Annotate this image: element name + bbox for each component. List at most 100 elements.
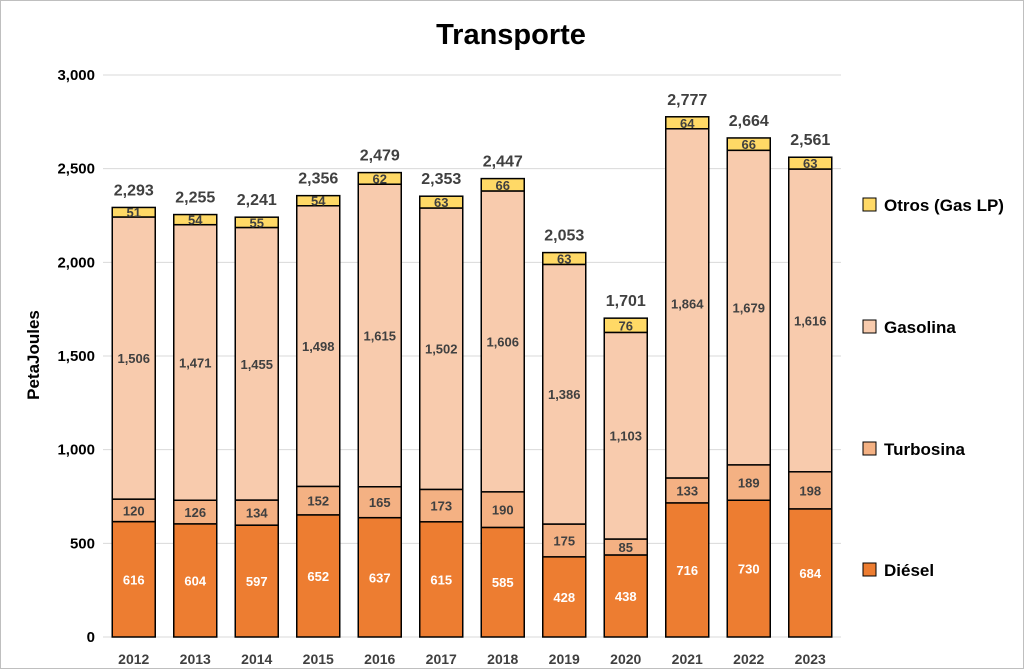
bar-segment [173,523,218,638]
data-label: 66 [496,178,510,193]
x-tick-label: 2012 [118,651,149,667]
data-label: 428 [553,590,575,605]
y-axis-label: PetaJoules [24,310,43,400]
bar-segment [726,137,771,152]
data-label: 652 [307,569,329,584]
y-tick-label: 3,000 [57,67,95,84]
y-tick-label: 1,500 [57,348,95,365]
data-label: 1,679 [732,301,765,316]
bar-segment [480,526,525,638]
data-label: 51 [127,205,141,220]
bar-segment [357,171,402,185]
bar-segment [480,190,525,493]
legend-swatch [862,319,877,334]
legend-label: Otros (Gas LP) [884,196,1004,215]
data-label: 1,606 [486,334,519,349]
total-label: 2,053 [544,228,584,245]
bar-segment [603,331,648,540]
bar-segment [419,488,464,523]
data-label: 76 [619,318,633,333]
bar-segment [296,205,341,488]
data-label: 637 [369,570,391,585]
total-label: 2,356 [298,171,338,188]
bar-segment [296,514,341,638]
bar-segment [111,206,156,218]
total-label: 2,664 [729,113,769,130]
data-label: 597 [246,574,268,589]
total-label: 2,353 [421,171,461,188]
data-label: 66 [742,137,756,152]
data-label: 120 [123,503,145,518]
bar-segment [234,499,279,526]
bar-segment [603,554,648,638]
x-tick-label: 2016 [364,651,395,667]
data-label: 616 [123,572,145,587]
data-label: 198 [799,483,821,498]
data-label: 1,455 [240,357,273,372]
data-label: 1,506 [117,351,150,366]
bar-segment [542,251,587,266]
x-tick-label: 2023 [795,651,826,667]
data-label: 152 [307,494,329,509]
data-label: 173 [430,499,452,514]
data-label: 1,615 [363,328,396,343]
data-label: 55 [250,215,264,230]
bar-segment [357,486,402,519]
bar-segment [234,226,279,501]
total-label: 2,447 [483,154,523,171]
bar-segment [419,207,464,491]
data-label: 54 [311,194,326,209]
data-label: 1,386 [548,387,581,402]
bars: 616 120 1,506 51 2,293 604 126 1,471 54 2,255 597 1… [111,92,833,638]
x-tick-label: 2018 [487,651,518,667]
bar-segment [480,177,525,192]
total-label: 2,561 [790,132,830,149]
chart-title: Transporte [436,19,586,51]
bar-segment [357,183,402,488]
bar-segment [603,317,648,334]
y-tick-label: 0 [87,629,95,646]
data-label: 175 [553,533,575,548]
bar-segment [296,194,341,207]
bar-segment [788,156,833,170]
data-label: 126 [184,505,206,520]
bar-segment [726,499,771,638]
x-axis-ticks: 2012 2013 2014 2015 2016 2017 2018 2019 2020 2021… [118,651,826,667]
data-label: 730 [738,562,760,577]
bar-segment [234,216,279,229]
data-label: 604 [184,573,206,588]
total-label: 2,293 [114,182,154,199]
legend-swatch [862,197,877,212]
data-label: 64 [680,116,695,131]
bar-segment [726,149,771,466]
x-tick-label: 2019 [549,651,580,667]
data-label: 54 [188,213,203,228]
bar-segment [111,216,156,500]
y-tick-label: 2,000 [57,254,95,271]
data-label: 62 [373,171,387,186]
data-label: 684 [799,566,821,581]
x-tick-label: 2013 [180,651,211,667]
data-label: 134 [246,506,268,521]
y-tick-label: 2,500 [57,161,95,178]
x-tick-label: 2021 [672,651,703,667]
data-label: 165 [369,495,391,510]
y-tick-label: 500 [70,535,95,552]
data-label: 1,103 [609,429,642,444]
data-label: 133 [676,483,698,498]
bar-segment [173,213,218,226]
data-label: 585 [492,575,514,590]
bar-segment [111,520,156,638]
total-label: 2,241 [237,192,277,209]
data-label: 716 [676,563,698,578]
total-label: 1,701 [606,293,646,310]
bar-segment [788,508,833,638]
data-label: 1,502 [425,342,458,357]
x-tick-label: 2014 [241,651,272,667]
legend-label: Diésel [884,561,934,580]
bar-segment [173,223,218,501]
y-axis-ticks: 0 500 1,000 1,500 2,000 2,500 3,000 [57,67,95,646]
data-label: 438 [615,589,637,604]
